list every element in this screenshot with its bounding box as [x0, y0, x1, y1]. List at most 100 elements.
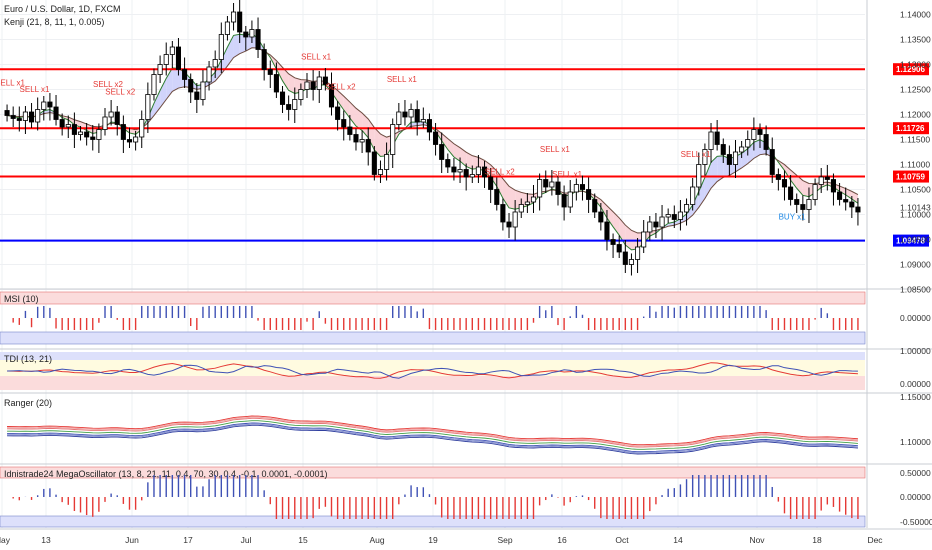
candle-body	[481, 166, 488, 178]
cloud-segment	[160, 78, 167, 108]
candle-body	[549, 181, 555, 188]
candle-body	[739, 146, 745, 153]
candle-body	[279, 91, 286, 105]
ranger-band-line	[7, 424, 858, 455]
candle-body	[788, 186, 794, 200]
cloud-segment	[227, 35, 234, 66]
signal-label: SELL x2	[105, 88, 135, 97]
candle-body	[261, 49, 267, 70]
x-tick-label: Oct	[615, 535, 629, 545]
candle-body	[849, 201, 855, 208]
candle-body	[371, 151, 377, 175]
cloud-segment	[600, 199, 607, 218]
candle-body	[273, 74, 279, 93]
candle-body	[16, 118, 22, 121]
candle-body	[745, 139, 751, 148]
signal-label: SELL x1	[552, 170, 582, 179]
candle-body	[59, 119, 65, 128]
candle-body	[512, 211, 518, 228]
cloud-segment	[368, 119, 375, 150]
candle-body	[500, 204, 506, 223]
panel-tick-label: 0.00000	[900, 379, 931, 389]
candle-body	[720, 144, 726, 155]
cloud-segment	[594, 195, 601, 208]
candle-body	[714, 131, 720, 145]
candle-body	[641, 231, 647, 248]
candle-body	[543, 179, 549, 188]
candle-body	[328, 84, 335, 108]
x-tick-label: 13	[41, 535, 51, 545]
signal-label: SELL x2	[485, 168, 515, 177]
signal-label: SELL x1	[301, 53, 331, 62]
ranger-band-line	[7, 417, 858, 448]
cloud-segment	[753, 139, 760, 159]
tdi-line-slow	[7, 364, 858, 379]
panel-title: TDI (13, 21)	[4, 354, 52, 364]
candle-body	[316, 76, 322, 90]
candle-body	[530, 196, 537, 203]
tdi-line-fast	[7, 362, 858, 379]
candle-body	[604, 221, 610, 240]
candle-body	[41, 101, 47, 110]
candle-body	[188, 79, 194, 93]
signal-label: BUY x1	[779, 213, 807, 222]
candle-body	[29, 111, 35, 123]
signal-labels: SELL x1 SELL x1 SELL x2 SELL x2 SELL x1 SELL …	[0, 0, 883, 222]
candle-body	[231, 11, 237, 23]
cloud-segment	[68, 117, 75, 125]
cloud-segment	[374, 127, 381, 157]
panel-tick-label: 0.00000	[900, 492, 931, 502]
candle-body	[84, 131, 90, 138]
cloud-segment	[496, 170, 503, 199]
candle-body	[224, 21, 230, 35]
panel-tick-label: 0.50000	[900, 468, 931, 478]
candle-body	[335, 106, 341, 120]
cloud-segment	[741, 148, 748, 168]
candle-body	[794, 199, 800, 205]
x-tick-label: Jul	[241, 535, 252, 545]
signal-label: SELL x1	[0, 79, 26, 88]
candle-body	[837, 191, 843, 200]
candle-body	[71, 124, 77, 135]
signal-label: SELL x1	[540, 145, 570, 154]
candle-body	[800, 204, 806, 210]
candle-body	[347, 126, 353, 135]
y-tick-label: 1.10000	[900, 210, 931, 220]
x-tick-label: 18	[812, 535, 822, 545]
candle-body	[469, 174, 475, 178]
y-tick-label: 1.12500	[900, 85, 931, 95]
panel-tick-label: -0.50000	[900, 517, 932, 527]
x-tick-label: Jun	[125, 535, 139, 545]
candle-body	[169, 46, 175, 55]
candle-body	[579, 184, 586, 190]
candle-body	[420, 119, 426, 123]
candle-body	[781, 179, 788, 188]
candle-body	[377, 169, 384, 175]
panel-title: MSI (10)	[4, 294, 39, 304]
candle-body	[151, 74, 157, 95]
candle-body	[677, 211, 683, 220]
cloud-segment	[411, 122, 418, 127]
candle-body	[194, 91, 200, 100]
candle-body	[702, 149, 708, 165]
candle-body	[206, 66, 212, 83]
candle-body	[120, 124, 126, 140]
y-tick-label: 1.11000	[900, 160, 930, 170]
x-tick-label: 19	[428, 535, 438, 545]
y-tick-label: 1.10500	[900, 185, 931, 195]
candle-body	[237, 11, 243, 33]
cloud-segment	[447, 138, 454, 158]
cloud-segment	[796, 175, 803, 196]
cloud-segment	[613, 211, 620, 236]
candle-body	[390, 124, 396, 155]
candle-body	[751, 129, 757, 140]
cloud-segment	[509, 186, 516, 210]
level-tag-label: 1.12906	[896, 65, 925, 74]
candle-body	[10, 115, 16, 119]
ranger-band-line	[7, 423, 858, 454]
candle-body	[616, 244, 622, 253]
candle-body	[683, 204, 690, 213]
osc-upper-band	[0, 466, 866, 479]
